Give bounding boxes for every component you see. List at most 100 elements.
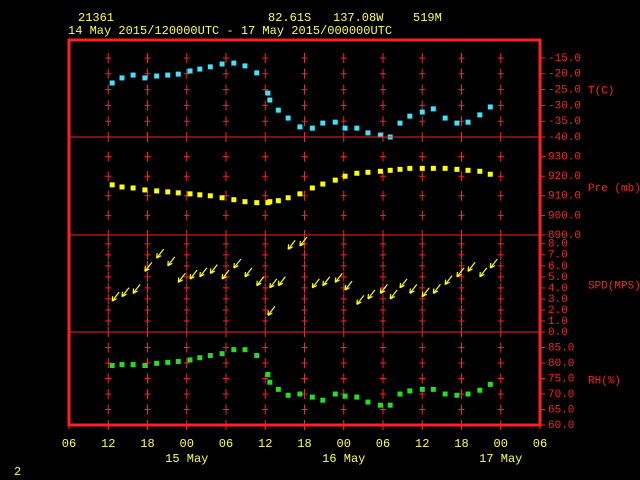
x-tick-label: 18 bbox=[297, 437, 311, 451]
grid-plus bbox=[144, 249, 151, 260]
grid-plus bbox=[419, 171, 426, 182]
data-point bbox=[487, 104, 493, 110]
grid-plus bbox=[144, 190, 151, 201]
grid-plus bbox=[497, 210, 504, 221]
station-id: 21361 bbox=[78, 11, 114, 25]
data-point bbox=[397, 391, 403, 397]
grid-plus bbox=[183, 84, 190, 95]
grid-plus bbox=[223, 210, 229, 221]
wind-arrow bbox=[444, 275, 453, 286]
data-point bbox=[119, 75, 125, 81]
grid-plus bbox=[144, 53, 151, 64]
data-point bbox=[320, 397, 326, 403]
grid-plus bbox=[419, 210, 426, 221]
grid-plus bbox=[380, 358, 386, 368]
wind-arrow bbox=[299, 236, 308, 247]
data-point bbox=[377, 168, 383, 174]
wind-arrow bbox=[367, 289, 376, 300]
data-point bbox=[154, 73, 160, 79]
longitude: 137.08W bbox=[333, 11, 384, 25]
grid-plus bbox=[497, 84, 504, 95]
y-tick-label: 910.0 bbox=[548, 191, 581, 203]
grid-plus bbox=[301, 210, 308, 221]
wind-arrow bbox=[432, 284, 441, 294]
y-tick-label: -20.0 bbox=[548, 69, 581, 81]
grid-plus bbox=[183, 53, 190, 64]
data-point bbox=[175, 358, 181, 364]
grid-plus bbox=[183, 342, 190, 353]
grid-plus bbox=[458, 84, 465, 95]
grid-plus bbox=[419, 53, 426, 64]
wind-arrow bbox=[277, 276, 286, 287]
y-tick-label: -40.0 bbox=[548, 132, 581, 144]
grid-plus bbox=[183, 238, 190, 249]
x-tick-label: 06 bbox=[62, 437, 76, 451]
grid-plus bbox=[380, 100, 386, 111]
grid-plus bbox=[183, 151, 190, 162]
data-point bbox=[430, 386, 436, 392]
grid-plus bbox=[144, 238, 151, 249]
data-point bbox=[142, 75, 148, 81]
grid-plus bbox=[340, 260, 347, 271]
panel-label: Pre (mb) bbox=[588, 183, 640, 195]
data-point bbox=[442, 391, 448, 397]
grid-plus bbox=[419, 373, 426, 384]
grid-plus bbox=[419, 315, 426, 326]
y-tick-label: 85.0 bbox=[548, 342, 574, 354]
grid-plus bbox=[419, 304, 426, 315]
wind-arrow bbox=[311, 278, 320, 289]
grid-plus bbox=[301, 260, 308, 271]
wind-arrow bbox=[334, 273, 343, 283]
grid-plus bbox=[419, 68, 426, 79]
wind-arrow bbox=[244, 267, 253, 278]
grid-plus bbox=[497, 171, 504, 182]
grid-plus bbox=[183, 68, 190, 79]
grid-plus bbox=[105, 260, 112, 271]
wind-arrow bbox=[479, 267, 488, 278]
grid-plus bbox=[340, 84, 347, 95]
data-point bbox=[465, 391, 471, 397]
data-point bbox=[109, 182, 115, 188]
grid-plus bbox=[105, 249, 112, 260]
grid-plus bbox=[105, 84, 112, 95]
grid-plus bbox=[458, 304, 465, 315]
grid-plus bbox=[458, 271, 465, 282]
grid-plus bbox=[223, 100, 229, 111]
y-tick-label: -35.0 bbox=[548, 116, 581, 128]
grid-plus bbox=[419, 238, 426, 249]
x-tick-label: 12 bbox=[101, 437, 115, 451]
data-point bbox=[109, 80, 115, 86]
grid-plus bbox=[105, 404, 112, 415]
grid-plus bbox=[105, 389, 112, 399]
grid-plus bbox=[419, 404, 426, 415]
y-tick-label: 75.0 bbox=[548, 373, 574, 385]
grid-plus bbox=[144, 84, 151, 95]
grid-plus bbox=[183, 282, 190, 293]
grid-plus bbox=[223, 84, 229, 95]
grid-plus bbox=[340, 293, 347, 304]
grid-plus bbox=[223, 282, 229, 293]
data-point bbox=[297, 191, 303, 197]
data-point bbox=[365, 399, 371, 405]
grid-plus bbox=[223, 342, 229, 353]
data-point bbox=[342, 173, 348, 179]
grid-plus bbox=[105, 282, 112, 293]
wind-arrow bbox=[132, 284, 141, 294]
grid-plus bbox=[458, 389, 465, 399]
grid-plus bbox=[458, 171, 465, 182]
x-tick-label: 12 bbox=[415, 437, 429, 451]
wind-arrow bbox=[199, 267, 208, 278]
grid-plus bbox=[340, 315, 347, 326]
grid-plus bbox=[105, 342, 112, 353]
grid-plus bbox=[340, 373, 347, 384]
data-point bbox=[477, 387, 483, 393]
data-point bbox=[175, 71, 181, 77]
y-tick-label: 8.0 bbox=[548, 239, 568, 251]
grid-plus bbox=[301, 373, 308, 384]
data-point bbox=[377, 132, 383, 138]
data-point bbox=[407, 113, 413, 119]
grid-plus bbox=[262, 171, 269, 182]
data-point bbox=[130, 185, 136, 191]
grid-plus bbox=[458, 151, 465, 162]
data-point bbox=[442, 115, 448, 121]
